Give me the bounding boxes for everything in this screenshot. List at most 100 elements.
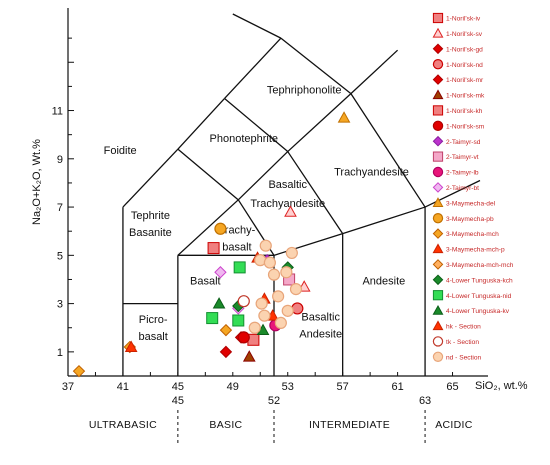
legend-label: 1-Noril'sk-iv (446, 16, 481, 23)
legend-label: 2-Taimyr-lb (446, 170, 479, 177)
data-point (72, 364, 86, 378)
legend-label: 1-Noril'sk-mr (446, 77, 484, 84)
field-label: Picro- (139, 314, 168, 326)
data-point (274, 316, 287, 330)
legend-marker (432, 120, 444, 132)
x-tick-label: 57 (337, 381, 349, 393)
field-boundary (273, 232, 343, 256)
y-tick-label: 7 (57, 202, 63, 214)
field-label: Tephrite (131, 210, 170, 222)
field-boundary (224, 37, 282, 99)
field-boundary-lines (122, 13, 481, 376)
field-label: Foidite (104, 145, 137, 157)
legend: 1-Noril'sk-iv 1-Noril'sk-sv 1-Noril'sk-gd 1… (432, 12, 514, 362)
field-boundary (350, 49, 399, 95)
region-boundary-label: 52 (268, 395, 280, 407)
field-boundary (177, 199, 239, 256)
field-label: Basanite (129, 227, 172, 239)
field-label: Trachyandesite (250, 198, 325, 210)
field-label: Tephriphonolite (267, 85, 342, 97)
x-tick-labels: 37 41 45 49 53 57 61 65 (62, 381, 459, 393)
data-point (232, 314, 245, 327)
legend-marker (432, 228, 444, 239)
field-label: Trachy- (218, 225, 255, 237)
legend-label: 3-Maymecha-mch-mch (446, 262, 514, 269)
x-tick-label: 65 (446, 381, 458, 393)
legend-marker (432, 197, 444, 207)
legend-label: 1-Noril'sk-nd (446, 62, 483, 69)
data-point (212, 297, 226, 309)
legend-marker (432, 304, 444, 315)
y-tick-labels: 1 3 5 7 9 11 (52, 106, 63, 359)
legend-marker (432, 212, 444, 224)
field-boundary (350, 93, 426, 208)
field-boundary (122, 148, 179, 208)
region-label: INTERMEDIATE (309, 419, 390, 431)
legend-marker (432, 74, 444, 85)
field-boundary (224, 97, 289, 153)
y-tick-label: 11 (52, 106, 63, 118)
legend-marker (432, 274, 444, 286)
legend-label: 1-Noril'sk-sm (446, 123, 485, 130)
legend-label: 2-Taimyr-bt (446, 185, 479, 192)
region-label: ULTRABASIC (89, 419, 157, 431)
field-label: Phonotephrite (210, 133, 279, 145)
legend-label: 2-Taimyr-vt (446, 154, 479, 161)
field-label: Basaltic (268, 179, 307, 191)
legend-marker (432, 166, 444, 178)
legend-label: 4-Lower Tunguska-nid (446, 293, 512, 300)
data-point (337, 111, 351, 123)
field-boundary (177, 148, 239, 201)
region-label: BASIC (209, 419, 242, 431)
data-point (248, 321, 261, 334)
y-tick-label: 3 (57, 299, 63, 311)
data-point (258, 309, 271, 322)
y-tick-label: 1 (57, 347, 63, 359)
field-boundary (237, 151, 289, 201)
y-tick-label: 9 (57, 154, 63, 166)
data-point (272, 290, 285, 303)
legend-marker (432, 243, 444, 254)
data-point (263, 256, 276, 269)
data-point (280, 266, 293, 279)
x-tick-label: 49 (227, 381, 239, 393)
legend-label: 4-Lower Tunguska-kv (446, 308, 510, 315)
legend-marker (432, 320, 444, 331)
legend-label: 3-Maymecha-pb (446, 216, 494, 223)
data-point (237, 295, 250, 308)
legend-marker (432, 12, 444, 24)
legend-marker (432, 89, 444, 100)
field-boundary (424, 179, 481, 208)
legend-marker (432, 105, 444, 116)
legend-label: 3-Maymecha-del (446, 200, 496, 207)
data-point (285, 246, 298, 260)
legend-marker (432, 151, 444, 162)
legend-label: hk - Section (446, 324, 481, 331)
field-boundary (280, 37, 352, 95)
data-point (284, 205, 297, 217)
legend-label: 2-Taimyr-sd (446, 139, 481, 146)
legend-marker (432, 43, 444, 55)
field-boundary (287, 93, 352, 153)
legend-label: tk - Section (446, 339, 479, 346)
field-label: basalt (138, 331, 167, 343)
region-boundary-label: 45 (172, 395, 184, 407)
data-point (289, 283, 303, 296)
data-point (219, 345, 233, 359)
legend-label: 3-Maymecha-mch (446, 231, 499, 238)
region-boundary-label: 63 (419, 395, 431, 407)
data-point (207, 242, 220, 255)
data-point (219, 323, 233, 337)
legend-label: nd - Section (446, 354, 482, 361)
field-label: Andesite (362, 275, 405, 287)
data-point (233, 261, 246, 274)
axes (67, 8, 488, 377)
legend-marker (432, 27, 444, 38)
composition-regions: 45 52 63 ULTRABASIC BASIC INTERMEDIATE ACIDIC (89, 395, 472, 445)
legend-marker (432, 58, 444, 70)
data-point (124, 340, 138, 352)
legend-label: 1-Noril'sk-gd (446, 46, 483, 53)
legend-marker (432, 135, 444, 147)
legend-marker (432, 336, 444, 347)
